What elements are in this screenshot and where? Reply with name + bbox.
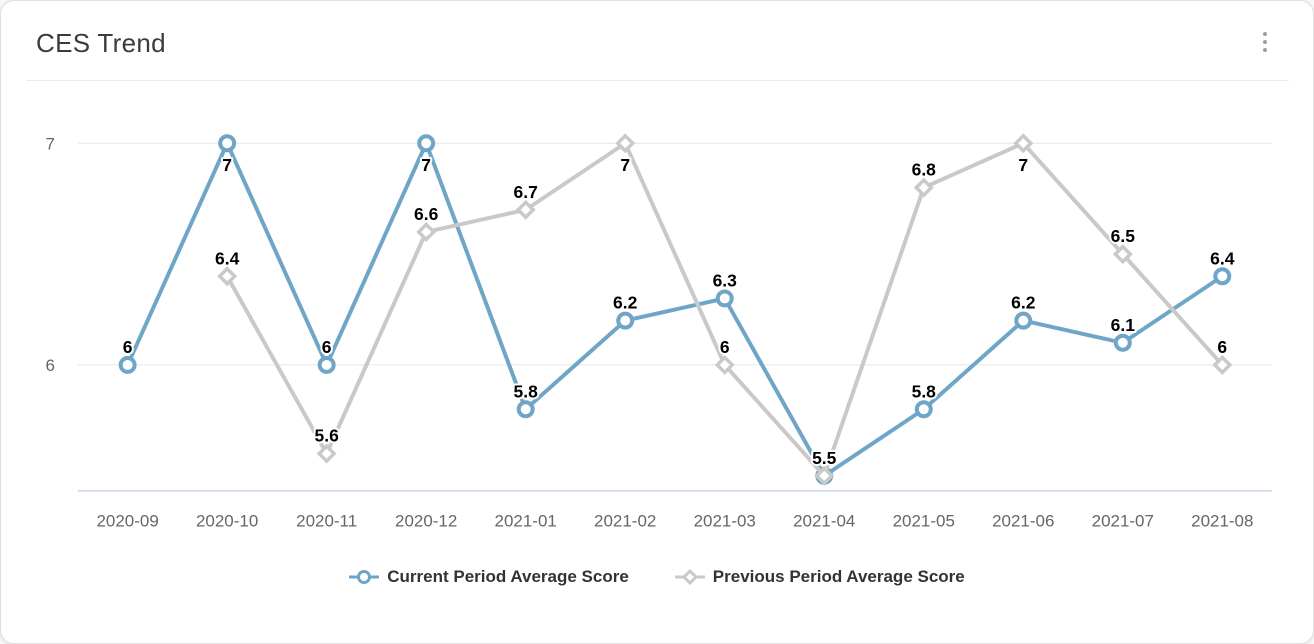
data-point-label: 5.8 bbox=[514, 381, 539, 401]
x-axis-tick-label: 2021-06 bbox=[992, 512, 1054, 531]
data-point-marker[interactable] bbox=[217, 266, 238, 287]
data-point-label: 7 bbox=[1018, 155, 1028, 175]
data-point-label: 7 bbox=[421, 155, 431, 175]
data-point-marker[interactable] bbox=[515, 199, 536, 220]
data-point-marker[interactable] bbox=[218, 134, 237, 153]
data-point-marker[interactable] bbox=[1013, 133, 1034, 154]
data-point-marker[interactable] bbox=[616, 311, 635, 330]
series-current-period: 6 7 6 7 5.8 6.2 6.3 5.5 5.8 6.2 6.1 6.4 bbox=[118, 134, 1237, 485]
series-line bbox=[225, 141, 1225, 478]
x-axis-tick-label: 2021-05 bbox=[893, 512, 955, 531]
data-point-marker[interactable] bbox=[913, 177, 934, 198]
data-point-marker[interactable] bbox=[615, 133, 636, 154]
y-axis-tick-label: 7 bbox=[45, 134, 54, 153]
data-point-label: 5.8 bbox=[912, 381, 937, 401]
x-axis-tick-label: 2021-04 bbox=[793, 512, 855, 531]
data-point-marker[interactable] bbox=[317, 355, 336, 374]
data-point-marker[interactable] bbox=[1213, 267, 1232, 286]
data-point-label: 6.7 bbox=[514, 182, 538, 202]
x-axis-tick-label: 2021-02 bbox=[594, 512, 656, 531]
data-point-marker[interactable] bbox=[118, 355, 137, 374]
legend-marker-diamond-icon bbox=[674, 569, 705, 585]
data-point-label: 6.5 bbox=[1111, 226, 1136, 246]
data-point-label: 6.2 bbox=[613, 293, 638, 313]
x-axis-tick-label: 2021-08 bbox=[1191, 512, 1253, 531]
data-point-label: 6.4 bbox=[1210, 248, 1235, 268]
data-point-label: 6.4 bbox=[215, 248, 240, 268]
x-axis-tick-label: 2020-12 bbox=[395, 512, 457, 531]
kebab-dot bbox=[1263, 32, 1267, 36]
data-point-marker[interactable] bbox=[714, 354, 735, 375]
header-divider bbox=[26, 80, 1289, 81]
data-point-label: 7 bbox=[620, 155, 630, 175]
x-axis-tick-label: 2021-07 bbox=[1092, 512, 1154, 531]
more-options-button[interactable] bbox=[1255, 27, 1275, 57]
data-point-label: 6 bbox=[720, 337, 730, 357]
x-axis-tick-label: 2020-11 bbox=[296, 512, 357, 531]
x-axis-tick-label: 2020-10 bbox=[196, 512, 258, 531]
data-point-marker[interactable] bbox=[1212, 354, 1233, 375]
series-previous-period: 6.4 5.6 6.6 6.7 7 6 5.5 6.8 7 6.5 6 bbox=[213, 133, 1233, 486]
data-point-label: 7 bbox=[222, 155, 232, 175]
x-axis-tick-label: 2020-09 bbox=[96, 512, 158, 531]
data-point-marker[interactable] bbox=[516, 400, 535, 419]
data-point-marker[interactable] bbox=[914, 400, 933, 419]
legend-label: Current Period Average Score bbox=[387, 567, 629, 586]
data-point-marker[interactable] bbox=[814, 465, 835, 486]
data-point-marker[interactable] bbox=[1112, 244, 1133, 265]
y-axis-tick-label: 6 bbox=[45, 356, 54, 375]
data-point-label: 5.6 bbox=[315, 426, 340, 446]
data-point-marker[interactable] bbox=[1014, 311, 1033, 330]
data-point-label: 6 bbox=[123, 337, 133, 357]
legend-item-previous-period[interactable]: Previous Period Average Score bbox=[674, 567, 965, 587]
data-point-label: 6 bbox=[322, 337, 332, 357]
data-point-marker[interactable] bbox=[316, 443, 337, 464]
data-point-marker[interactable] bbox=[1113, 333, 1132, 352]
legend-item-current-period[interactable]: Current Period Average Score bbox=[349, 567, 629, 587]
kebab-dot bbox=[1263, 40, 1267, 44]
data-point-label: 6.1 bbox=[1111, 315, 1136, 335]
data-point-marker[interactable] bbox=[416, 221, 437, 242]
legend-label: Previous Period Average Score bbox=[712, 567, 965, 586]
kebab-dot bbox=[1263, 48, 1267, 52]
chart-title: CES Trend bbox=[36, 28, 166, 58]
chart-legend: Current Period Average Score Previous Pe… bbox=[1, 560, 1313, 594]
data-point-label: 6 bbox=[1217, 337, 1227, 357]
data-point-label: 6.3 bbox=[713, 270, 738, 290]
data-point-label: 6.6 bbox=[414, 204, 439, 224]
x-axis-tick-label: 2021-01 bbox=[495, 512, 557, 531]
data-point-label: 6.8 bbox=[912, 160, 937, 180]
data-point-marker[interactable] bbox=[417, 134, 436, 153]
legend-marker-circle-icon bbox=[349, 570, 380, 584]
data-point-label: 5.5 bbox=[812, 448, 837, 468]
x-axis-tick-label: 2021-03 bbox=[694, 512, 756, 531]
data-point-label: 6.2 bbox=[1011, 293, 1036, 313]
series-line bbox=[125, 141, 1225, 478]
data-point-marker[interactable] bbox=[715, 289, 734, 308]
